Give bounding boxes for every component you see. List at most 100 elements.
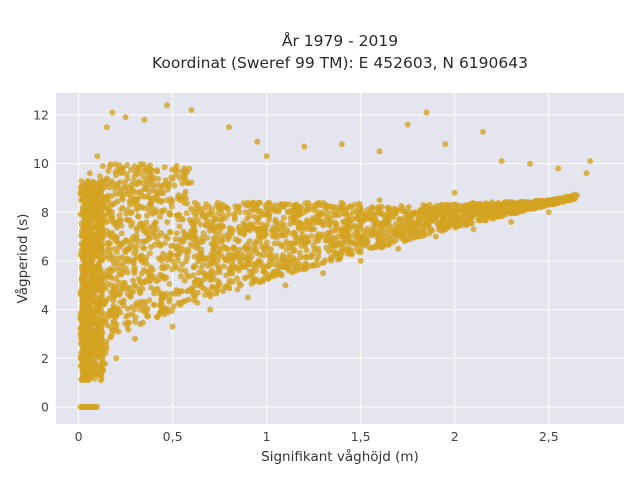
data-point bbox=[125, 326, 132, 333]
data-point bbox=[357, 223, 364, 230]
data-point bbox=[390, 214, 397, 221]
data-point bbox=[491, 207, 498, 214]
data-point bbox=[225, 206, 231, 212]
data-point bbox=[301, 209, 308, 216]
data-point bbox=[423, 109, 430, 116]
data-point bbox=[416, 233, 423, 240]
data-point bbox=[252, 205, 259, 212]
data-point bbox=[234, 250, 241, 257]
data-point bbox=[395, 245, 402, 252]
data-point bbox=[125, 284, 132, 291]
data-point bbox=[278, 224, 285, 231]
data-point bbox=[123, 216, 130, 223]
data-point bbox=[292, 213, 299, 220]
data-point bbox=[155, 175, 162, 182]
data-point bbox=[138, 204, 145, 211]
data-point bbox=[120, 286, 127, 292]
data-point bbox=[138, 220, 144, 227]
data-point bbox=[91, 344, 98, 351]
data-point bbox=[173, 230, 180, 237]
data-point bbox=[425, 211, 432, 218]
data-point bbox=[265, 252, 271, 259]
data-point bbox=[148, 284, 155, 291]
data-point bbox=[495, 203, 502, 210]
data-point bbox=[99, 354, 106, 360]
data-point bbox=[168, 291, 175, 297]
data-point bbox=[292, 234, 299, 241]
data-point bbox=[96, 185, 103, 192]
data-point bbox=[359, 209, 366, 216]
data-point bbox=[107, 311, 113, 318]
data-point bbox=[146, 224, 152, 231]
data-point bbox=[323, 203, 330, 210]
data-point bbox=[79, 227, 86, 234]
data-point bbox=[434, 222, 441, 229]
data-point bbox=[79, 349, 86, 356]
data-point bbox=[182, 170, 189, 177]
data-point bbox=[269, 228, 276, 234]
data-point bbox=[558, 198, 564, 205]
data-point bbox=[125, 189, 131, 196]
data-point bbox=[444, 218, 451, 225]
data-point bbox=[172, 236, 179, 243]
data-point bbox=[244, 294, 251, 301]
data-point bbox=[81, 291, 88, 298]
data-point bbox=[98, 297, 105, 304]
data-point bbox=[87, 296, 94, 303]
data-point bbox=[174, 252, 181, 259]
data-point bbox=[218, 237, 225, 244]
data-point bbox=[80, 337, 87, 344]
data-point bbox=[97, 312, 104, 319]
data-point bbox=[146, 250, 153, 257]
data-point bbox=[280, 254, 286, 261]
data-point bbox=[353, 245, 360, 252]
data-point bbox=[368, 215, 375, 222]
data-point bbox=[121, 279, 128, 286]
data-point bbox=[216, 203, 223, 210]
data-point bbox=[550, 196, 557, 203]
data-point bbox=[244, 215, 251, 222]
data-point bbox=[131, 163, 138, 170]
data-point bbox=[151, 301, 157, 308]
data-point bbox=[278, 243, 285, 250]
data-point bbox=[416, 214, 423, 221]
data-point bbox=[259, 263, 266, 270]
data-point bbox=[507, 210, 514, 217]
data-point bbox=[496, 213, 503, 220]
data-point bbox=[291, 219, 298, 226]
data-point bbox=[151, 274, 158, 281]
data-point bbox=[229, 278, 236, 285]
data-point bbox=[182, 267, 189, 274]
data-point bbox=[208, 291, 214, 298]
data-point bbox=[96, 178, 103, 185]
data-point bbox=[169, 266, 176, 273]
data-point bbox=[173, 167, 180, 173]
data-point bbox=[135, 213, 142, 220]
data-point bbox=[258, 278, 264, 284]
data-point bbox=[117, 166, 124, 173]
data-point bbox=[80, 206, 86, 213]
data-point bbox=[359, 241, 366, 248]
data-point bbox=[81, 320, 88, 327]
data-point bbox=[286, 259, 293, 266]
data-point bbox=[231, 216, 238, 223]
data-point bbox=[207, 306, 214, 313]
data-point bbox=[130, 288, 137, 295]
data-point bbox=[189, 218, 196, 225]
data-point bbox=[111, 246, 118, 252]
data-point bbox=[563, 195, 570, 201]
data-point bbox=[243, 274, 250, 281]
data-point bbox=[297, 254, 304, 261]
data-point bbox=[164, 219, 171, 226]
data-point bbox=[83, 214, 90, 221]
data-point bbox=[289, 269, 296, 276]
data-point bbox=[132, 335, 138, 342]
data-point bbox=[391, 205, 397, 212]
data-point bbox=[325, 248, 332, 255]
x-tick-label: 0 bbox=[75, 429, 83, 444]
data-point bbox=[84, 256, 91, 263]
data-point bbox=[176, 174, 183, 181]
data-point bbox=[383, 216, 390, 223]
data-point bbox=[296, 210, 303, 217]
x-axis-ticks: 0 0,5 1 1,5 2 2,5 bbox=[75, 429, 559, 444]
